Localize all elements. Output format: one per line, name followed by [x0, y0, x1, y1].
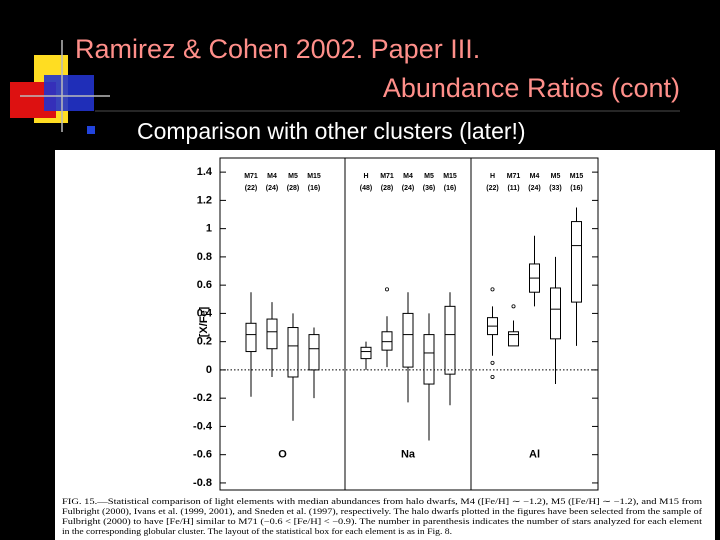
group-name: M5 — [551, 173, 561, 180]
group-name: H — [363, 173, 368, 180]
group-count: (16) — [308, 185, 320, 192]
group-name: M5 — [288, 173, 298, 180]
panel-label: Al — [529, 449, 540, 461]
group-name: M15 — [307, 173, 321, 180]
caption-line: Fulbright (2000), Ivans et al. (1999, 20… — [62, 507, 702, 516]
box — [508, 331, 519, 347]
group-count: (28) — [381, 185, 393, 192]
outlier — [384, 287, 389, 292]
group-count: (28) — [287, 185, 299, 192]
group-name: M4 — [267, 173, 277, 180]
group-count: (11) — [507, 185, 519, 192]
group-count: (16) — [570, 185, 582, 192]
outlier — [490, 374, 495, 379]
group-count: (22) — [486, 185, 498, 192]
y-tick-label: -0.6 — [193, 449, 212, 461]
y-tick-label: 0.8 — [197, 251, 212, 263]
box — [402, 312, 414, 368]
y-tick-label: -0.4 — [193, 420, 213, 432]
caption-line: FIG. 15.—Statistical comparison of light… — [62, 497, 703, 506]
y-tick-label: 0 — [206, 364, 212, 376]
caption-line: Fulbright (2000) to have [Fe/H] similar … — [62, 517, 703, 526]
group-name: M15 — [443, 173, 457, 180]
group-name: M15 — [570, 173, 584, 180]
box — [444, 305, 456, 375]
y-tick-label: 1 — [206, 223, 212, 235]
box — [266, 318, 278, 350]
bullet-text: Comparison with other clusters (later!) — [137, 118, 526, 144]
group-count: (24) — [402, 185, 414, 192]
figure-background — [55, 150, 715, 540]
outlier — [490, 287, 495, 292]
box — [287, 327, 299, 378]
slide-title: Abundance Ratios (cont) — [383, 73, 680, 103]
y-tick-label: 1.4 — [197, 166, 213, 178]
box — [360, 346, 372, 360]
group-name: M71 — [244, 173, 258, 180]
slide-title: Ramirez & Cohen 2002. Paper III. — [75, 34, 480, 64]
group-name: M5 — [424, 173, 434, 180]
box — [308, 334, 320, 371]
group-count: (48) — [360, 185, 372, 192]
outlier — [511, 304, 516, 309]
group-count: (36) — [423, 185, 435, 192]
box — [550, 287, 561, 340]
box — [571, 221, 582, 303]
y-tick-label: -0.2 — [193, 392, 212, 404]
figure: [X/Fe] 1.4 1.2 1 0.8 0.6 0.4 0.2 0 -0.2 -0.4 -0.6 -… — [55, 150, 715, 540]
group-name: M71 — [507, 173, 521, 180]
y-tick-label: -0.8 — [193, 477, 212, 489]
group-count: (33) — [549, 185, 561, 192]
y-tick-label: 1.2 — [197, 194, 212, 206]
y-tick-label: 0.6 — [197, 279, 212, 291]
panel-label: O — [278, 449, 287, 461]
outlier — [490, 360, 495, 365]
box — [381, 331, 393, 351]
bullet-marker — [87, 126, 95, 134]
panel-label: Na — [401, 449, 416, 461]
y-tick-label: 0.2 — [197, 336, 212, 348]
y-tick-label: 0.4 — [197, 307, 213, 319]
group-name: M4 — [403, 173, 413, 180]
group-count: (16) — [444, 185, 456, 192]
deco-blue — [44, 75, 94, 111]
group-name: M4 — [530, 173, 540, 180]
plot-frame — [219, 157, 599, 491]
group-count: (22) — [245, 185, 257, 192]
group-count: (24) — [266, 185, 278, 192]
box — [423, 334, 435, 385]
group-count: (24) — [528, 185, 540, 192]
caption-line: in the corresponding globular cluster. T… — [62, 527, 452, 536]
y-axis-label: [X/Fe] — [198, 306, 210, 337]
box — [245, 322, 257, 353]
group-name: M71 — [380, 173, 394, 180]
group-name: H — [490, 173, 495, 180]
